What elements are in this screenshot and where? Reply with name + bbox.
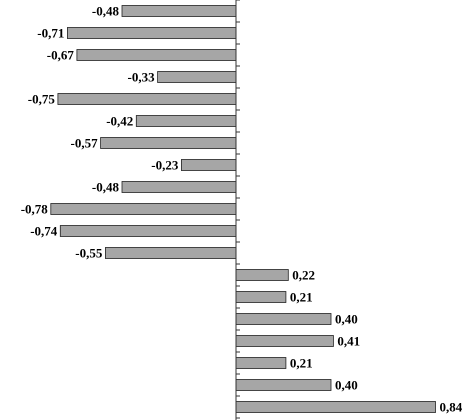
bar	[180, 159, 237, 171]
data-label: -0,33	[128, 70, 156, 85]
bar	[157, 71, 237, 83]
data-label: -0,67	[47, 48, 75, 63]
bar	[235, 291, 287, 303]
data-label: -0,57	[71, 136, 99, 151]
bar	[50, 203, 237, 215]
bar	[67, 27, 237, 39]
bar	[135, 115, 237, 127]
data-label: -0,42	[106, 114, 133, 129]
data-label: -0,55	[75, 246, 103, 261]
bar	[57, 93, 237, 105]
data-label: 0,84	[440, 400, 463, 415]
data-label: -0,75	[28, 92, 56, 107]
data-label: -0,48	[92, 4, 120, 19]
bar	[59, 225, 237, 237]
bar	[76, 49, 237, 61]
category-axis	[235, 0, 240, 420]
bar	[105, 247, 237, 259]
bar-group	[50, 5, 436, 413]
data-label: 0,21	[290, 290, 313, 305]
data-label: 0,21	[290, 356, 313, 371]
bar	[235, 269, 289, 281]
bar	[235, 335, 334, 347]
bar	[235, 379, 332, 391]
data-label: 0,40	[335, 378, 358, 393]
data-label: -0,23	[151, 158, 179, 173]
data-label: 0,40	[335, 312, 358, 327]
data-label: 0,22	[292, 268, 315, 283]
bar	[121, 181, 237, 193]
data-label: -0,48	[92, 180, 120, 195]
bar	[235, 401, 436, 413]
data-label-group: -0,48 -0,71 -0,67 -0,33 -0,75 -0,42 -0,57 -0,23…	[21, 4, 463, 415]
data-label: -0,71	[37, 26, 64, 41]
bar	[235, 313, 332, 325]
bar	[121, 5, 237, 17]
data-label: -0,78	[21, 202, 49, 217]
data-label: -0,74	[30, 224, 58, 239]
data-label: 0,41	[337, 334, 360, 349]
bar	[100, 137, 237, 149]
bar	[235, 357, 287, 369]
